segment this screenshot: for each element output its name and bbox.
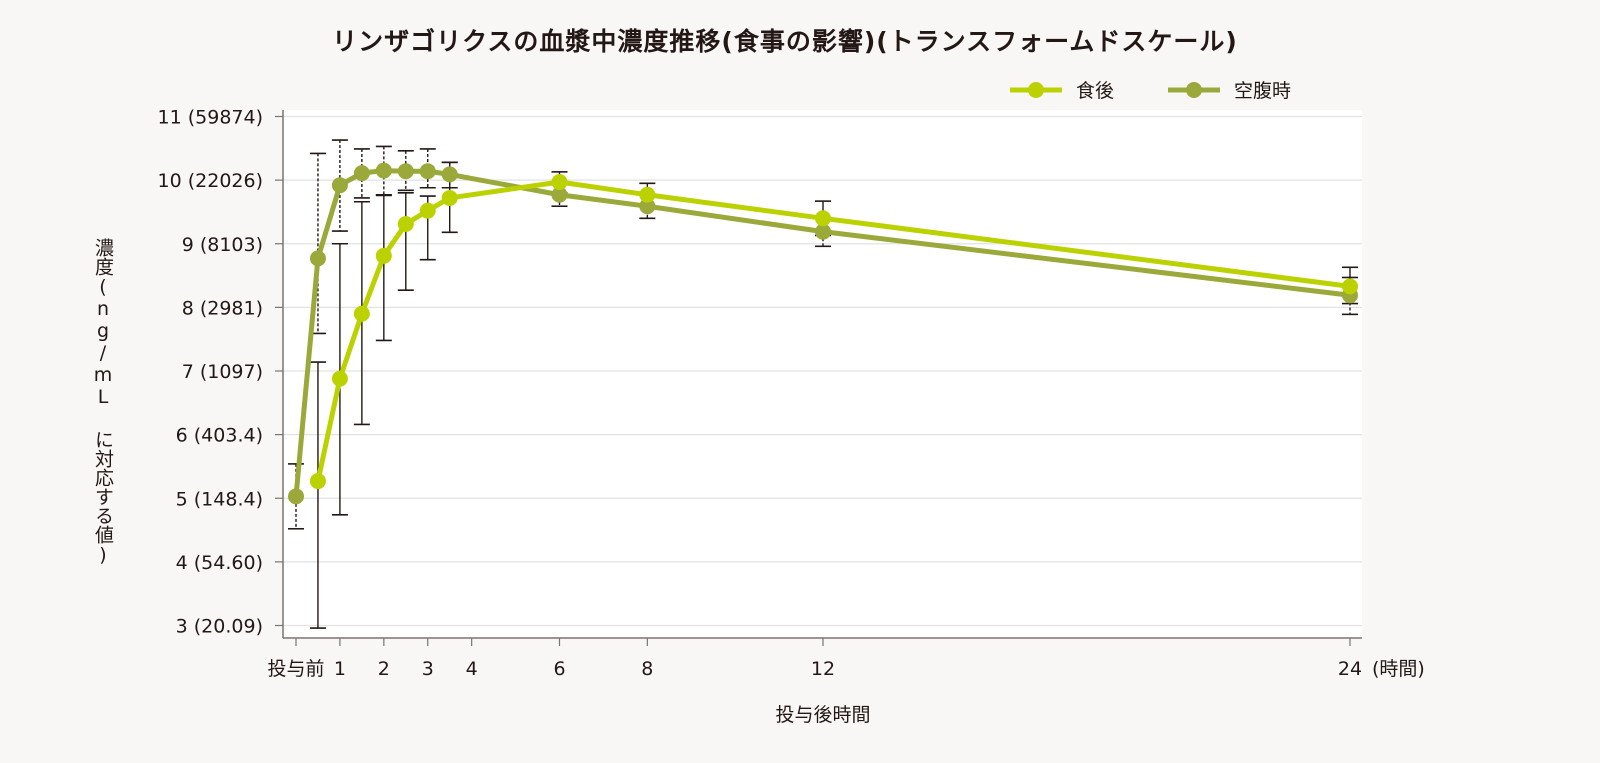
x-tick-label: 24	[1338, 658, 1362, 680]
data-point-fed	[815, 210, 831, 227]
x-tick-label: 12	[811, 658, 835, 680]
legend-marker-fed	[1010, 81, 1062, 98]
y-tick-label: 6 (403.4)	[176, 425, 263, 447]
y-tick-label: 3 (20.09)	[176, 616, 263, 638]
y-tick-label: 5 (148.4)	[176, 488, 263, 510]
y-tick-label: 7 (1097)	[182, 361, 263, 383]
legend-marker-fasted	[1168, 81, 1220, 98]
chart-title: リンザゴリクスの血漿中濃度推移(食事の影響)(トランスフォームドスケール)	[332, 27, 1238, 56]
y-axis-label: 濃度(ng/mL に対応する値)	[92, 238, 114, 566]
data-point-fasted	[551, 186, 568, 203]
legend-label-fasted: 空腹時	[1234, 80, 1292, 102]
data-point-fed	[551, 174, 568, 191]
x-tick-label: 6	[553, 658, 565, 680]
data-point-fed	[441, 189, 458, 206]
x-tick-label: 投与前	[267, 658, 324, 680]
data-point-fasted	[441, 166, 458, 183]
y-tick-label: 4 (54.60)	[176, 552, 263, 574]
data-point-fasted	[309, 250, 326, 267]
data-point-fasted	[419, 163, 436, 180]
data-point-fed	[375, 247, 392, 264]
data-point-fed	[331, 370, 348, 387]
data-point-fasted	[353, 165, 370, 182]
data-point-fasted	[375, 162, 392, 179]
x-tick-label: 1	[334, 658, 346, 680]
x-tick-label: 8	[641, 658, 653, 680]
data-point-fasted	[331, 177, 348, 194]
x-unit-label: (時間)	[1372, 658, 1425, 680]
legend-item-fasted: 空腹時	[1166, 76, 1291, 103]
data-point-fed	[419, 202, 436, 219]
x-tick-label: 4	[466, 658, 478, 680]
y-tick-label: 9 (8103)	[182, 234, 263, 256]
y-tick-label: 10 (22026)	[158, 170, 263, 192]
data-point-fed	[397, 216, 414, 233]
data-point-fasted	[288, 488, 304, 505]
y-tick-label: 11 (59874)	[158, 107, 263, 129]
series-line-fasted	[293, 168, 1351, 497]
data-point-fasted	[397, 163, 414, 180]
data-point-fed	[353, 305, 370, 322]
data-point-fasted	[815, 223, 831, 240]
data-point-fed	[1342, 278, 1358, 295]
data-point-fed	[639, 186, 656, 203]
data-point-fed	[309, 473, 326, 490]
x-axis-label: 投与後時間	[775, 704, 871, 726]
legend-label-fed: 食後	[1076, 80, 1115, 102]
x-tick-label: 3	[422, 658, 434, 680]
y-tick-label: 8 (2981)	[182, 297, 263, 319]
legend-item-fed: 食後	[1008, 76, 1114, 103]
x-tick-label: 2	[378, 658, 390, 680]
plot-background	[283, 110, 1362, 638]
data-point-fasted	[639, 198, 656, 215]
